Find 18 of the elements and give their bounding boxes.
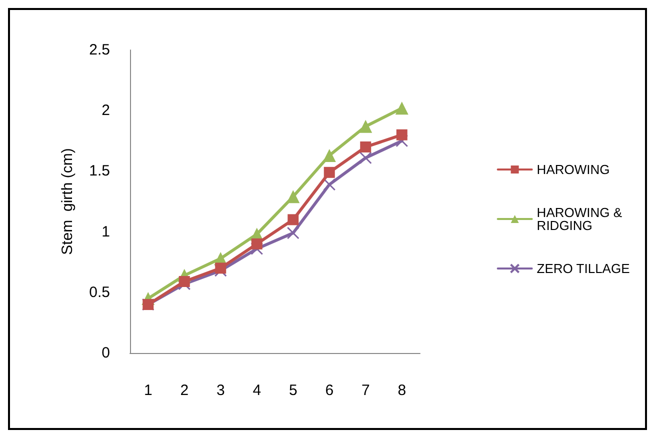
x-tick-label: 2 xyxy=(180,382,189,399)
x-tick-label: 7 xyxy=(361,382,370,399)
y-tick-label: 1 xyxy=(102,223,110,240)
legend-label: HAROWING & RIDGING xyxy=(536,205,626,233)
x-tick-label: 5 xyxy=(288,382,298,399)
y-tick-label: 1.5 xyxy=(89,162,110,180)
x-tick-label: 8 xyxy=(398,382,406,399)
x-tick-label: 4 xyxy=(252,382,262,399)
y-tick-label: 2 xyxy=(102,102,110,120)
y-axis-title: Stem girth (cm) xyxy=(59,148,76,255)
y-tick-label: 0 xyxy=(102,344,110,362)
x-tick-label: 6 xyxy=(325,382,334,399)
legend-label: HAROWING xyxy=(536,162,610,177)
x-tick-label: 3 xyxy=(216,382,225,399)
legend-label: ZERO TILLAGE xyxy=(536,261,630,276)
x-tick-label: 1 xyxy=(144,382,152,399)
y-tick-label: 2.5 xyxy=(89,42,110,58)
y-tick-label: 0.5 xyxy=(89,284,110,301)
